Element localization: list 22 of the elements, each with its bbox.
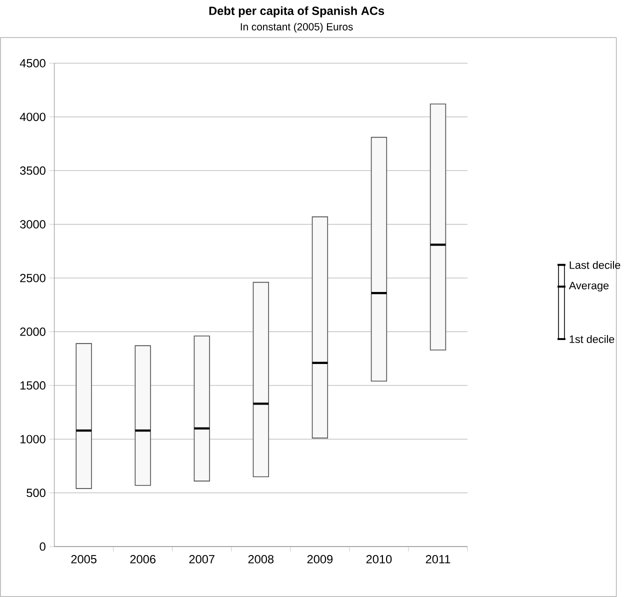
chart-title: Debt per capita of Spanish ACs — [209, 6, 384, 18]
x-tick-label: 2007 — [189, 554, 214, 564]
x-tick-label: 2009 — [307, 554, 333, 564]
x-tick-label: 2010 — [366, 554, 392, 564]
x-tick-label: 2008 — [248, 554, 274, 564]
y-tick-label: 4000 — [20, 112, 46, 122]
y-tick-label: 500 — [26, 488, 46, 498]
x-tick-label: 2005 — [71, 554, 96, 564]
text: 1st decile — [570, 335, 614, 344]
text: Average — [568, 282, 609, 292]
x-tick-label: 2011 — [426, 554, 450, 564]
x-tick-label: 2006 — [130, 554, 156, 564]
y-tick-label: 4500 — [20, 58, 46, 68]
y-tick-label: 3000 — [20, 220, 46, 228]
y-tick-label: 2000 — [20, 328, 46, 336]
y-tick-label: 2500 — [20, 274, 46, 282]
y-tick-label: 0 — [40, 542, 46, 551]
y-tick-label: 1000 — [20, 434, 46, 444]
y-tick-label: 1500 — [20, 381, 46, 390]
chart-subtitle: In constant (2005) Euros — [240, 22, 353, 32]
y-tick-label: 3500 — [20, 166, 46, 175]
text: Last decile — [570, 260, 620, 269]
